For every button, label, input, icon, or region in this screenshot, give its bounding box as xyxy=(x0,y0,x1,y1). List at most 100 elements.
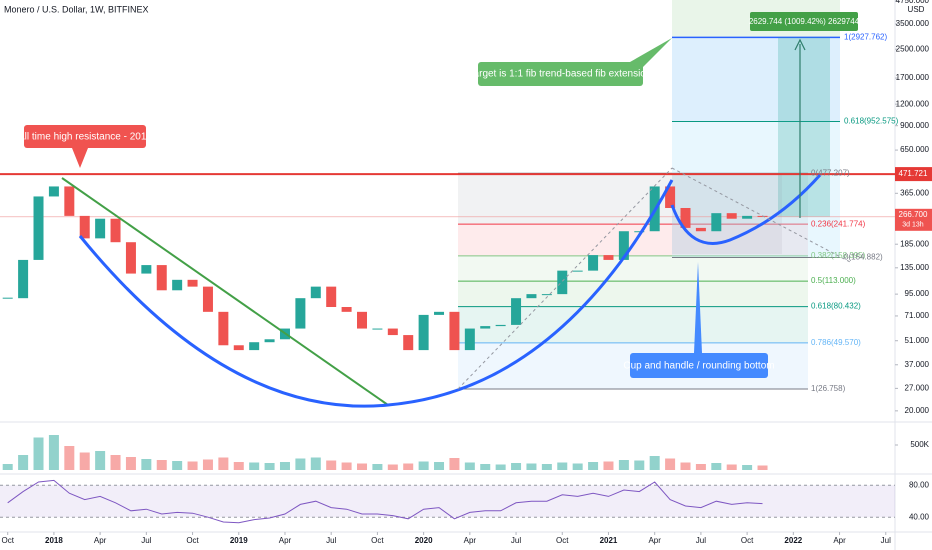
y-tick-label: 3500.000 xyxy=(896,19,930,28)
x-tick-label: Jul xyxy=(326,536,336,545)
volume-bar xyxy=(372,464,383,470)
candle-body xyxy=(79,215,90,239)
candle-body xyxy=(172,279,183,291)
candle-body xyxy=(141,265,152,274)
fib-label: 0.786(49.570) xyxy=(811,338,861,347)
volume-bar xyxy=(649,456,660,470)
fib-band xyxy=(458,306,808,343)
fib-label: 0(154.882) xyxy=(844,253,883,262)
note-box xyxy=(478,62,643,86)
candle-body xyxy=(357,311,368,329)
y-tick-label: 650.000 xyxy=(900,145,929,154)
note-box xyxy=(630,353,768,378)
y-tick-label: 185.000 xyxy=(900,239,929,248)
volume-bar xyxy=(341,462,352,470)
candle-body xyxy=(387,328,398,336)
volume-bar xyxy=(588,462,599,470)
candle-body xyxy=(48,186,59,197)
volume-bar xyxy=(572,463,583,470)
x-tick-label: Oct xyxy=(741,536,754,545)
fib-band xyxy=(672,37,840,122)
volume-bar xyxy=(110,455,121,470)
handle-curve xyxy=(670,174,822,245)
volume-bar xyxy=(742,465,753,470)
volume-bar xyxy=(634,460,645,470)
volume-bar xyxy=(264,463,275,470)
note-pointer xyxy=(630,38,672,70)
volume-bar xyxy=(680,462,691,470)
volume-bar xyxy=(557,462,568,470)
fib-label: 0.618(80.432) xyxy=(811,302,861,311)
candle-body xyxy=(742,215,753,219)
y-tick-label: 365.000 xyxy=(900,188,929,197)
candle-body xyxy=(326,286,337,308)
candle-body xyxy=(449,311,460,351)
volume-bar xyxy=(18,455,29,470)
volume-bar xyxy=(279,462,290,470)
candle-body xyxy=(95,218,106,239)
candle-body xyxy=(695,227,706,232)
target-label-box xyxy=(750,12,858,31)
chart-title: Monero / U.S. Dollar, 1W, BITFINEX xyxy=(4,4,149,14)
volume-bar xyxy=(218,457,229,470)
rsi-tick-label: 40.00 xyxy=(909,512,930,521)
candle-body xyxy=(588,255,599,271)
arrow-head xyxy=(794,38,806,51)
volume-bar xyxy=(495,464,506,470)
y-tick-label: 51.000 xyxy=(905,336,930,345)
volume-bar xyxy=(618,460,629,470)
candle-body xyxy=(156,265,167,291)
y-tick-label: 71.000 xyxy=(905,311,930,320)
candle-body xyxy=(495,324,506,327)
fib-label: 0(477.207) xyxy=(811,168,850,177)
fib-label: 0.618(952.575) xyxy=(844,117,899,126)
volume-bar xyxy=(95,451,106,470)
volume-bar xyxy=(141,459,152,470)
target-note: Target is 1:1 fib trend-based fib extens… xyxy=(469,69,652,80)
candle-body xyxy=(680,207,691,228)
volume-bar xyxy=(403,463,414,470)
fib-label: 0.382(158.395) xyxy=(811,251,866,260)
candle-body xyxy=(64,186,75,216)
fib-band xyxy=(672,121,840,258)
volume-bar xyxy=(603,461,614,470)
countdown: 3d 13h xyxy=(902,222,924,229)
candle-body xyxy=(187,279,198,287)
candle-body xyxy=(202,286,213,312)
note-box xyxy=(24,125,146,148)
x-tick-label: Oct xyxy=(556,536,569,545)
candle-body xyxy=(310,286,321,299)
candle-body xyxy=(711,213,722,232)
fib-band xyxy=(458,281,808,307)
x-tick-label: 2018 xyxy=(45,536,63,545)
rounding-bottom-curve xyxy=(78,179,674,408)
volume-bar xyxy=(434,462,445,470)
x-tick-label: Apr xyxy=(279,536,292,545)
candle-body xyxy=(603,255,614,260)
y-tick-label: 27.000 xyxy=(905,383,930,392)
volume-bar xyxy=(33,437,44,470)
candle-body xyxy=(33,196,44,260)
y-tick-label: 37.000 xyxy=(905,360,930,369)
volume-bar xyxy=(64,446,75,470)
y-tick-label: 20.000 xyxy=(905,406,930,415)
candle-body xyxy=(618,231,629,260)
downtrend-line xyxy=(61,177,389,406)
volume-bar xyxy=(310,457,321,470)
volume-bar xyxy=(187,461,198,470)
candle-body xyxy=(511,298,522,325)
volume-bar xyxy=(464,462,475,470)
y-tick-label: 1700.000 xyxy=(896,73,930,82)
x-tick-label: 2022 xyxy=(784,536,802,545)
x-tick-label: Oct xyxy=(186,536,199,545)
target-label: 2629.744 (1009.42%) 2629744 xyxy=(749,17,860,26)
x-tick-label: Jul xyxy=(696,536,706,545)
volume-bar xyxy=(418,461,429,470)
candle-body xyxy=(218,311,229,346)
candle-body xyxy=(295,298,306,329)
y-tick-label: 900.000 xyxy=(900,121,929,130)
y-tick-label: 95.000 xyxy=(905,289,930,298)
volume-bar xyxy=(541,464,552,470)
candle-body xyxy=(726,213,737,219)
